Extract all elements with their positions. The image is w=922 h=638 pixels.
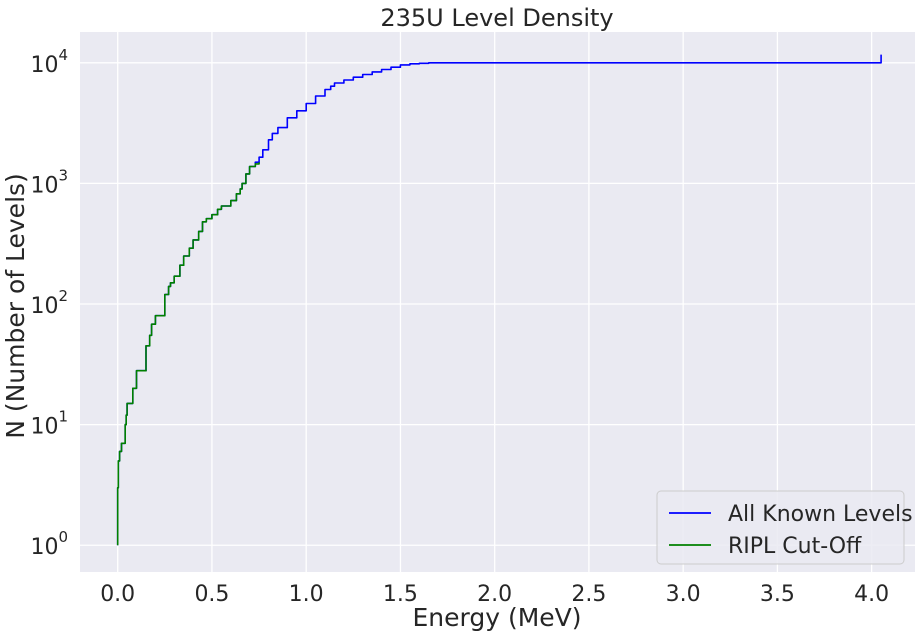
x-tick-label: 4.0 xyxy=(854,582,889,607)
legend-box xyxy=(656,490,905,565)
x-tick-label: 3.5 xyxy=(760,582,795,607)
x-tick-labels: 0.0 0.5 1.0 1.5 2.0 2.5 3.0 3.5 4.0 xyxy=(100,582,889,607)
y-tick-label: 103 xyxy=(30,166,68,198)
x-tick-label: 3.0 xyxy=(666,582,701,607)
y-axis-label: N (Number of Levels) xyxy=(1,173,30,439)
legend: All Known Levels RIPL Cut-Off xyxy=(656,490,913,565)
y-tick-label: 104 xyxy=(30,46,68,78)
legend-label: RIPL Cut-Off xyxy=(728,534,862,559)
x-axis-label: Energy (MeV) xyxy=(412,603,581,632)
legend-label: All Known Levels xyxy=(728,502,913,527)
x-tick-label: 1.5 xyxy=(383,582,418,607)
plot-background xyxy=(80,32,915,572)
y-tick-label: 101 xyxy=(30,408,68,440)
series-line-1 xyxy=(116,162,260,546)
x-tick-label: 0.0 xyxy=(100,582,135,607)
x-tick-label: 0.5 xyxy=(194,582,229,607)
y-tick-label: 100 xyxy=(30,528,68,560)
series-layer xyxy=(116,54,882,546)
y-tick-label: 102 xyxy=(30,287,68,319)
x-tick-label: 1.0 xyxy=(289,582,324,607)
chart-title: 235U Level Density xyxy=(380,4,613,32)
x-tick-label: 2.5 xyxy=(571,582,606,607)
y-tick-labels: 100 101 102 103 104 xyxy=(30,46,68,560)
x-tick-label: 2.0 xyxy=(477,582,512,607)
